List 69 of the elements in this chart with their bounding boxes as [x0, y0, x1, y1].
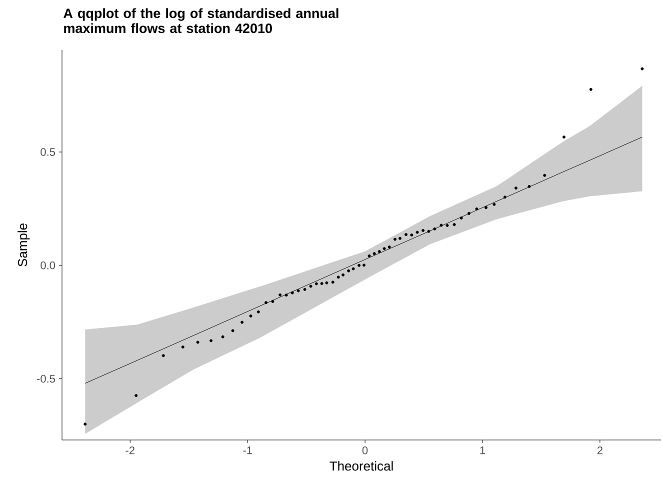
y-tick-label: 0.0 — [40, 261, 56, 270]
point — [336, 276, 340, 279]
point — [240, 320, 244, 324]
x-tick-label: -1 — [243, 446, 252, 454]
point — [514, 186, 518, 190]
point — [221, 335, 224, 338]
point — [528, 184, 531, 188]
point — [352, 267, 355, 270]
point — [492, 202, 496, 206]
point — [460, 216, 463, 220]
y-tick-label: 0.5 — [40, 148, 56, 156]
point — [427, 230, 430, 233]
point — [503, 196, 506, 199]
point — [543, 174, 546, 177]
point — [231, 329, 234, 332]
point — [378, 250, 381, 254]
point — [452, 223, 456, 226]
point — [433, 227, 436, 230]
point — [342, 273, 345, 276]
point — [314, 282, 318, 286]
x-tick-label: 1 — [480, 446, 485, 454]
point — [562, 136, 566, 139]
y-tick-label: -0.5 — [37, 374, 56, 383]
point — [393, 238, 396, 241]
point — [290, 291, 294, 294]
x-tick-label: -2 — [126, 446, 134, 454]
point — [410, 234, 414, 236]
point — [358, 264, 361, 267]
point — [309, 284, 312, 288]
point — [325, 281, 328, 284]
point — [264, 301, 268, 304]
point — [181, 346, 184, 349]
point — [446, 224, 449, 227]
x-tick-label: 0 — [362, 446, 368, 454]
chart-title: A qqplot of the log of standardised annual maximum flows at station 42010 — [64, 8, 338, 34]
point — [484, 206, 488, 210]
point — [422, 228, 425, 232]
point — [296, 289, 300, 292]
point — [196, 340, 200, 344]
point — [249, 314, 252, 318]
point — [475, 207, 478, 210]
y-axis-title: Sample — [18, 224, 30, 266]
point — [347, 269, 350, 272]
x-axis-title: Theoretical — [330, 461, 393, 471]
point — [303, 288, 306, 291]
point — [256, 310, 260, 314]
point — [134, 394, 138, 398]
point — [162, 354, 165, 358]
point — [271, 300, 274, 303]
point — [284, 294, 288, 297]
point — [320, 282, 324, 286]
point — [388, 246, 391, 249]
point — [372, 252, 376, 256]
line-series — [84, 136, 642, 384]
point — [416, 230, 419, 234]
point — [440, 224, 443, 227]
point — [382, 247, 386, 250]
point — [362, 264, 366, 267]
point — [404, 233, 408, 236]
point — [398, 236, 402, 240]
point — [331, 280, 334, 284]
point — [467, 212, 470, 215]
point — [278, 293, 282, 296]
point — [368, 254, 371, 258]
point — [84, 422, 87, 426]
point — [210, 339, 213, 342]
x-tick-label: 2 — [597, 446, 602, 454]
point — [589, 88, 592, 91]
point — [640, 67, 644, 70]
